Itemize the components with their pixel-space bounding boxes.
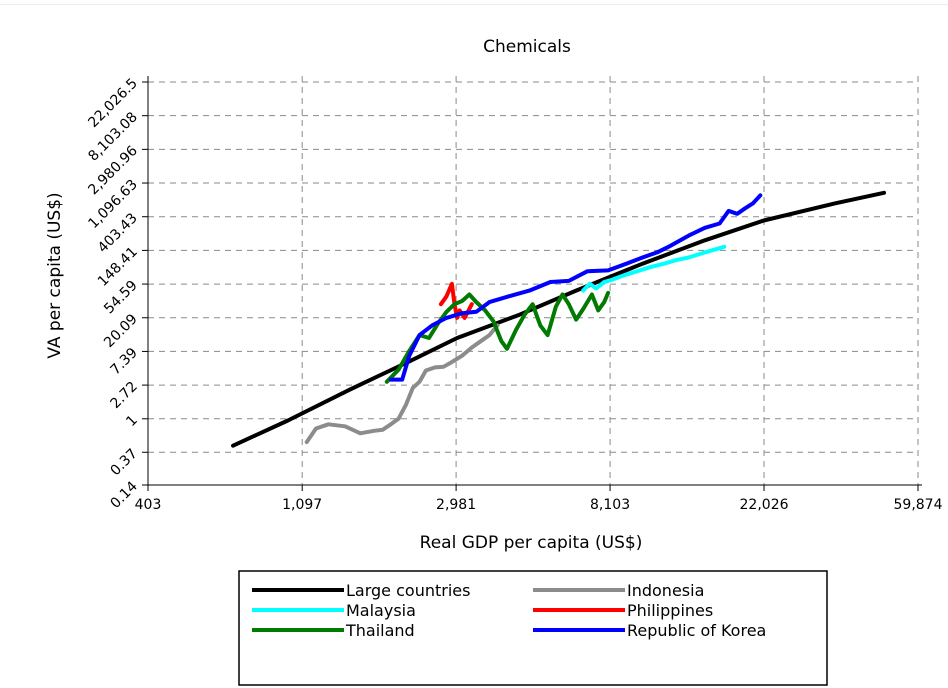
x-axis-ticks: 403 1,097 2,981 8,103 22,026 59,874 bbox=[135, 485, 943, 513]
y-tick-label: 0.37 bbox=[107, 446, 140, 479]
grid-lines bbox=[148, 76, 919, 486]
chart-title: Chemicals bbox=[483, 37, 571, 57]
series-line-malaysia bbox=[581, 244, 727, 293]
x-tick-label: 403 bbox=[135, 497, 162, 513]
series-line-thailand bbox=[384, 290, 611, 384]
y-axis-title: VA per capita (US$) bbox=[45, 192, 65, 358]
series-lines bbox=[231, 190, 886, 448]
x-tick-label: 22,026 bbox=[740, 497, 789, 513]
y-tick-label: 20.09 bbox=[101, 311, 141, 351]
x-tick-label: 1,097 bbox=[282, 497, 322, 513]
x-tick-label: 8,103 bbox=[590, 497, 630, 513]
y-axis-ticks: 0.140.3712.727.3920.0954.59148.41403.431… bbox=[85, 76, 148, 512]
top-divider bbox=[0, 4, 948, 5]
series-line-indonesia bbox=[304, 323, 500, 445]
x-tick-label: 59,874 bbox=[894, 497, 943, 513]
legend-label: Indonesia bbox=[627, 581, 704, 600]
legend-items: Large countries Indonesia Malaysia Philippi… bbox=[252, 581, 766, 640]
series-line-large-countries bbox=[231, 190, 886, 448]
legend: Large countries Indonesia Malaysia Philippi… bbox=[238, 570, 828, 686]
x-tick-label: 2,981 bbox=[436, 497, 476, 513]
legend-label: Large countries bbox=[346, 581, 470, 600]
axes bbox=[147, 76, 922, 486]
y-tick-label: 2.72 bbox=[107, 379, 140, 412]
x-axis-title: Real GDP per capita (US$) bbox=[420, 533, 643, 553]
legend-label: Malaysia bbox=[346, 601, 416, 620]
legend-label: Thailand bbox=[345, 621, 415, 640]
series-line-philippines bbox=[438, 281, 474, 320]
series-line-republic-of-korea bbox=[388, 193, 763, 382]
y-tick-label: 1 bbox=[123, 412, 141, 430]
legend-label: Philippines bbox=[627, 601, 713, 620]
legend-label: Republic of Korea bbox=[627, 621, 766, 640]
